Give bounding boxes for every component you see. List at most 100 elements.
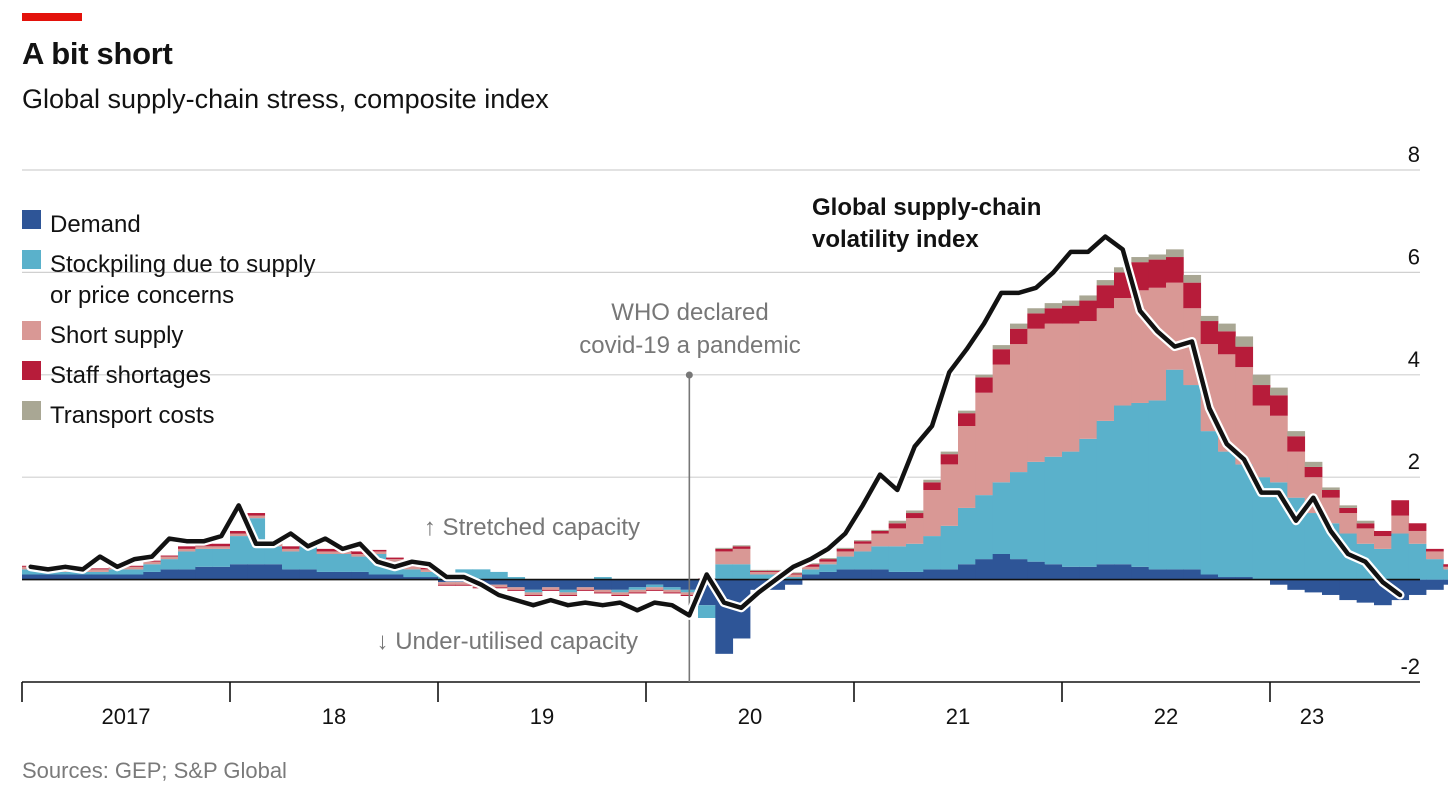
bar-stockpiling: [906, 543, 924, 572]
bar-transport: [836, 547, 855, 549]
bar-staff: [715, 548, 734, 552]
bar-staff: [438, 584, 456, 586]
bar-demand: [264, 564, 283, 580]
bar-demand: [1443, 579, 1448, 585]
bar-demand: [507, 579, 526, 588]
bar-demand: [91, 574, 110, 580]
legend-label-stockpiling: or price concerns: [50, 282, 234, 309]
bar-short_supply: [368, 551, 387, 554]
bar-short_supply: [1426, 551, 1444, 560]
bar-stockpiling: [212, 548, 231, 567]
bar-demand: [663, 579, 682, 588]
bar-demand: [351, 571, 370, 580]
bar-short_supply: [767, 571, 786, 575]
bar-demand: [1218, 577, 1236, 580]
bar-staff: [126, 565, 144, 567]
bar-short_supply: [1374, 536, 1392, 549]
bar-stockpiling: [1304, 513, 1323, 580]
bar-short_supply: [1010, 344, 1028, 473]
bar-stockpiling: [264, 546, 283, 565]
bar-demand: [975, 559, 994, 580]
bar-transport: [1114, 267, 1132, 273]
bar-demand: [420, 577, 439, 580]
bar-transport: [992, 345, 1011, 350]
bar-transport: [1252, 374, 1271, 386]
bar-short_supply: [1252, 405, 1271, 478]
bar-short_supply: [160, 556, 179, 560]
bar-demand: [594, 579, 612, 590]
bar-transport: [1079, 295, 1098, 301]
bar-short_supply: [975, 392, 994, 496]
bar-stockpiling: [1062, 451, 1080, 567]
bar-transport: [958, 410, 976, 414]
bar-demand: [160, 569, 179, 580]
bar-demand: [992, 554, 1011, 580]
legend-label-stockpiling: Stockpiling due to supply: [50, 251, 316, 278]
bar-staff: [1010, 328, 1028, 345]
x-tick-label: 19: [530, 704, 554, 729]
y-tick-label: -2: [1400, 654, 1420, 679]
source-note: Sources: GEP; S&P Global: [22, 758, 287, 783]
bar-stockpiling: [750, 574, 768, 580]
bar-staff: [178, 546, 196, 549]
bar-staff: [160, 555, 179, 557]
bar-stockpiling: [732, 564, 751, 580]
bar-short_supply: [732, 548, 751, 565]
bar-stockpiling: [108, 569, 127, 575]
bar-short_supply: [923, 490, 942, 537]
bar-transport: [1356, 520, 1375, 524]
bar-transport: [1166, 249, 1184, 258]
bar-short_supply: [750, 571, 768, 575]
bar-transport: [1339, 505, 1358, 508]
index-label-line2: volatility index: [812, 226, 979, 253]
bar-stockpiling: [975, 495, 994, 560]
bar-staff: [524, 594, 543, 596]
legend-swatch-staff: [22, 361, 41, 380]
bar-transport: [1287, 431, 1306, 437]
bar-short_supply: [542, 587, 560, 590]
who-annotation-line2: covid-19 a pandemic: [579, 332, 800, 359]
bar-staff: [143, 560, 162, 562]
bar-stockpiling: [1148, 400, 1167, 570]
bar-staff: [1183, 282, 1202, 309]
bar-stockpiling: [1044, 456, 1063, 565]
y-tick-label: 2: [1408, 449, 1420, 474]
bar-short_supply: [888, 528, 907, 547]
bar-stockpiling: [1408, 543, 1427, 580]
legend-swatch-demand: [22, 210, 41, 229]
bar-transport: [1200, 315, 1219, 322]
bar-short_supply: [854, 543, 872, 552]
bar-staff: [1408, 523, 1427, 531]
bar-staff: [767, 570, 786, 572]
bar-demand: [39, 574, 58, 580]
bar-demand: [1356, 579, 1375, 603]
bar-stockpiling: [1426, 559, 1444, 580]
bar-stockpiling: [282, 551, 300, 570]
bar-short_supply: [282, 548, 300, 552]
bar-transport: [732, 545, 751, 547]
bar-short_supply: [524, 592, 543, 595]
bar-staff: [230, 530, 248, 534]
bar-stockpiling: [1183, 385, 1202, 570]
bar-stockpiling: [1200, 431, 1219, 575]
bar-stockpiling: [611, 589, 630, 593]
bar-demand: [368, 574, 387, 580]
bar-stockpiling: [923, 536, 942, 570]
bar-stockpiling: [91, 571, 110, 575]
bar-short_supply: [230, 533, 248, 537]
bar-demand: [212, 566, 231, 580]
bar-stockpiling: [1131, 402, 1150, 567]
bar-short_supply: [628, 589, 647, 593]
bar-transport: [1131, 257, 1150, 263]
bar-short_supply: [784, 574, 803, 578]
bar-stockpiling: [420, 571, 439, 578]
bar-stockpiling: [628, 587, 647, 590]
bar-staff: [91, 568, 110, 570]
bar-staff: [1426, 548, 1444, 552]
bar-staff: [1356, 523, 1375, 529]
bar-staff: [1062, 305, 1080, 324]
bar-short_supply: [906, 518, 924, 544]
bar-staff: [594, 592, 612, 594]
bar-staff: [958, 413, 976, 426]
bar-short_supply: [1270, 415, 1288, 483]
